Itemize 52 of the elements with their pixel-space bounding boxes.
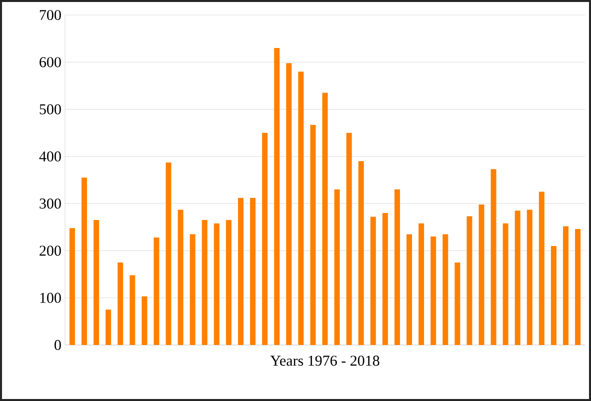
bar bbox=[190, 234, 196, 345]
bar bbox=[334, 189, 340, 345]
bar bbox=[394, 189, 400, 345]
bar bbox=[250, 198, 256, 345]
bar bbox=[322, 92, 328, 345]
bar bbox=[382, 212, 388, 345]
bar bbox=[166, 162, 172, 345]
y-tick-label: 700 bbox=[40, 10, 61, 20]
bar bbox=[418, 223, 424, 345]
bar bbox=[478, 204, 484, 345]
bar bbox=[142, 296, 148, 345]
bar bbox=[490, 169, 496, 345]
bar bbox=[238, 198, 244, 345]
bar bbox=[550, 246, 556, 345]
bar bbox=[286, 63, 292, 345]
y-tick-label: 500 bbox=[40, 104, 61, 114]
bar bbox=[226, 220, 232, 345]
bar bbox=[106, 310, 112, 345]
bar bbox=[442, 234, 448, 345]
y-tick-label: 100 bbox=[40, 292, 61, 303]
bar bbox=[69, 228, 75, 345]
bar bbox=[502, 223, 508, 345]
bar bbox=[262, 132, 268, 345]
bar bbox=[298, 72, 304, 345]
bar bbox=[94, 220, 100, 345]
bar bbox=[562, 226, 568, 345]
bar bbox=[274, 48, 280, 345]
bar bbox=[575, 229, 581, 345]
bar bbox=[358, 161, 364, 345]
bar bbox=[466, 216, 472, 345]
bar bbox=[130, 275, 136, 345]
bar bbox=[310, 124, 316, 345]
bar bbox=[370, 216, 376, 345]
bar bbox=[154, 238, 160, 345]
bar bbox=[406, 234, 412, 345]
bar bbox=[178, 210, 184, 345]
bar bbox=[118, 262, 124, 345]
y-tick-label: 400 bbox=[39, 151, 61, 162]
bar bbox=[514, 210, 520, 345]
bar bbox=[454, 262, 460, 345]
bar bbox=[346, 132, 352, 345]
bar bbox=[526, 210, 532, 345]
y-tick-label: 600 bbox=[40, 57, 61, 68]
y-tick-label: 200 bbox=[40, 246, 61, 256]
bar bbox=[430, 236, 436, 345]
x-axis-title: Years 1976 - 2018 bbox=[270, 356, 380, 366]
bar bbox=[82, 178, 88, 345]
bar bbox=[214, 223, 220, 345]
y-tick-label: 0 bbox=[54, 340, 61, 350]
bar bbox=[538, 192, 544, 345]
bar bbox=[202, 220, 208, 345]
y-tick-label: 300 bbox=[40, 198, 61, 209]
